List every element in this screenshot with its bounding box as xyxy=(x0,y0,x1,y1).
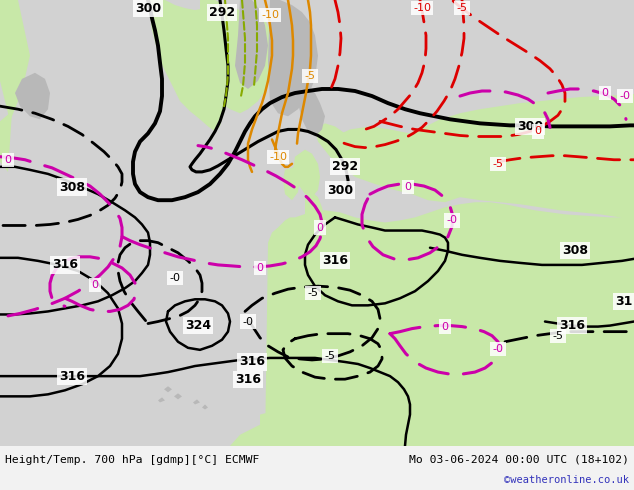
Text: Height/Temp. 700 hPa [gdmp][°C] ECMWF: Height/Temp. 700 hPa [gdmp][°C] ECMWF xyxy=(5,455,259,465)
Polygon shape xyxy=(202,404,208,410)
Text: 0: 0 xyxy=(404,182,411,192)
Text: -0: -0 xyxy=(242,317,254,326)
Text: 292: 292 xyxy=(332,160,358,173)
Polygon shape xyxy=(200,0,272,113)
Text: 308: 308 xyxy=(59,180,85,194)
Text: 0: 0 xyxy=(441,321,448,332)
Text: -10: -10 xyxy=(413,3,431,13)
Polygon shape xyxy=(375,94,634,222)
Polygon shape xyxy=(230,394,634,446)
Text: 316: 316 xyxy=(235,373,261,386)
Text: 324: 324 xyxy=(185,319,211,332)
Text: 0: 0 xyxy=(534,126,541,136)
Polygon shape xyxy=(158,397,165,402)
Polygon shape xyxy=(265,202,634,446)
Polygon shape xyxy=(268,0,318,116)
Text: -5: -5 xyxy=(552,331,564,341)
Polygon shape xyxy=(293,149,320,197)
Text: -5: -5 xyxy=(456,3,467,13)
Text: 31: 31 xyxy=(616,295,633,308)
Text: Mo 03-06-2024 00:00 UTC (18+102): Mo 03-06-2024 00:00 UTC (18+102) xyxy=(409,455,629,465)
Polygon shape xyxy=(164,386,172,392)
Polygon shape xyxy=(315,123,350,164)
Text: ©weatheronline.co.uk: ©weatheronline.co.uk xyxy=(504,475,629,485)
Text: -0: -0 xyxy=(493,344,503,354)
Text: 316: 316 xyxy=(59,369,85,383)
Polygon shape xyxy=(0,0,30,122)
Polygon shape xyxy=(298,89,325,137)
Text: -10: -10 xyxy=(269,152,287,162)
Text: 292: 292 xyxy=(209,5,235,19)
Polygon shape xyxy=(174,393,182,399)
Text: 316: 316 xyxy=(559,319,585,332)
Text: -5: -5 xyxy=(325,351,335,361)
Text: 0: 0 xyxy=(4,155,11,165)
Polygon shape xyxy=(15,73,50,119)
Text: -5: -5 xyxy=(307,288,318,298)
Text: -10: -10 xyxy=(261,10,279,20)
Text: 300: 300 xyxy=(135,1,161,15)
Text: 316: 316 xyxy=(52,258,78,271)
Text: -0: -0 xyxy=(446,216,458,225)
Text: 0: 0 xyxy=(602,88,609,98)
Polygon shape xyxy=(0,111,12,172)
Text: 316: 316 xyxy=(322,254,348,268)
Polygon shape xyxy=(305,192,325,238)
Text: -5: -5 xyxy=(304,71,316,81)
Polygon shape xyxy=(0,0,634,446)
Text: 0: 0 xyxy=(316,222,323,232)
Polygon shape xyxy=(283,167,300,200)
Polygon shape xyxy=(235,0,268,89)
Polygon shape xyxy=(193,399,200,404)
Text: -5: -5 xyxy=(493,159,503,169)
Text: -0: -0 xyxy=(169,273,181,283)
Polygon shape xyxy=(335,126,470,202)
Text: 316: 316 xyxy=(239,355,265,368)
Text: 308: 308 xyxy=(562,244,588,257)
Text: 0: 0 xyxy=(257,263,264,273)
Text: 0: 0 xyxy=(91,280,98,290)
Text: -0: -0 xyxy=(619,91,630,101)
Polygon shape xyxy=(148,0,225,131)
Text: 300: 300 xyxy=(327,184,353,196)
Text: 300: 300 xyxy=(517,120,543,133)
